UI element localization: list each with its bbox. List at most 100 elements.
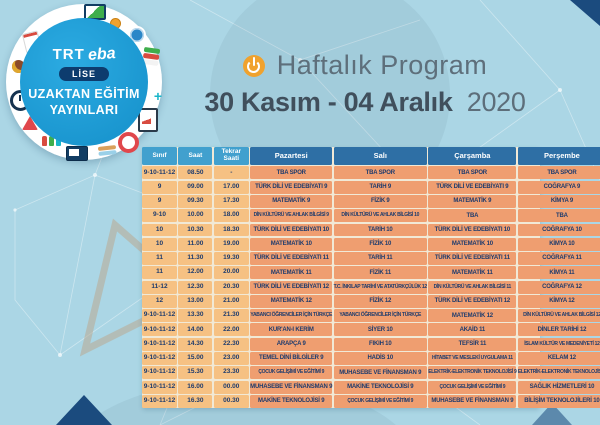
repeat-time-cell: 23.30 xyxy=(213,366,249,380)
repeat-time-cell: 23.00 xyxy=(213,352,249,365)
class-cell: 11 xyxy=(142,266,177,280)
brand-logo: TRT eba xyxy=(53,45,116,64)
program-cell: MATEMATİK 12 xyxy=(428,309,517,323)
time-cell: 10.00 xyxy=(178,209,213,223)
date-range: 30 Kasım - 04 Aralık xyxy=(204,87,453,117)
repeat-time-cell: 19.00 xyxy=(213,237,249,251)
column-header-pazartesi: Pazartesi xyxy=(250,147,333,165)
program-cell: KİMYA 12 xyxy=(517,294,600,308)
program-cell: COĞRAFYA 11 xyxy=(517,252,600,265)
class-cell: 9-10-11-12 xyxy=(142,366,177,380)
program-cell: TARİH 9 xyxy=(333,180,427,194)
program-cell: COĞRAFYA 12 xyxy=(517,280,600,294)
time-cell: 14.30 xyxy=(178,337,213,351)
repeat-time-cell: 20.30 xyxy=(213,280,249,294)
program-cell: DİN KÜLTÜRÜ VE AHLAK BİLGİSİ 10 xyxy=(333,209,427,223)
program-cell: HİTABET VE MESLEKİ UYGULAMA 11 xyxy=(428,352,517,365)
class-cell: 9-10-11-12 xyxy=(142,337,177,351)
repeat-time-cell: 22.00 xyxy=(213,323,249,337)
program-cell: TÜRK DİLİ VE EDEBİYATI 9 xyxy=(250,180,333,194)
program-cell: TBA SPOR xyxy=(428,166,517,180)
time-cell: 10.30 xyxy=(178,223,213,237)
program-cell: YABANCI ÖĞRENCİLER İÇİN TÜRKÇE xyxy=(250,309,332,323)
classroom-screen-icon xyxy=(66,146,88,161)
column-header-salı: Salı xyxy=(333,147,427,165)
corner-triangle-bottom-right xyxy=(532,403,572,425)
program-cell: FİZİK 11 xyxy=(333,266,427,280)
class-cell: 9-10-11-12 xyxy=(142,323,177,337)
program-cell: KİMYA 11 xyxy=(517,266,600,280)
program-cell: TBA xyxy=(428,209,517,223)
page-title: Haftalık Program xyxy=(276,50,488,80)
program-cell: TARİH 10 xyxy=(333,223,427,237)
repeat-time-cell: 17.30 xyxy=(213,194,249,208)
class-cell: 9 xyxy=(142,194,177,208)
badge-line-1: UZAKTAN EĞİTİM xyxy=(28,86,140,101)
program-cell: ELEKTRİK-ELEKTRONİK TEKNOLOJİSİ 9 xyxy=(428,366,517,380)
column-header-saat: Saat xyxy=(178,147,213,165)
program-cell: MATEMATİK 10 xyxy=(250,237,333,251)
badge-line-2: YAYINLARI xyxy=(49,102,119,117)
program-cell: TÜRK DİLİ VE EDEBİYATI 10 xyxy=(428,223,517,237)
class-cell: 9-10-11-12 xyxy=(142,394,177,408)
repeat-time-cell: 17.00 xyxy=(213,180,249,194)
donut-chart-icon xyxy=(118,132,139,153)
program-cell: YABANCI ÖĞRENCİLER İÇİN TÜRKÇE xyxy=(333,309,427,323)
program-cell: COĞRAFYA 10 xyxy=(517,223,600,237)
class-cell: 9-10-11-12 xyxy=(142,166,177,180)
class-cell: 9-10-11-12 xyxy=(142,352,177,365)
repeat-time-cell: 21.00 xyxy=(213,294,249,308)
program-cell: TEMEL DİNİ BİLGİLER 9 xyxy=(250,352,333,365)
class-cell: 9-10-11-12 xyxy=(142,380,177,394)
program-cell: ARAPÇA 9 xyxy=(250,337,333,351)
column-header-sinif: Sınıf xyxy=(142,147,177,165)
program-cell: T.C. İNKILAP TARİHİ VE ATATÜRKÇÜLÜK 12 xyxy=(333,280,427,294)
program-cell: BİLİŞİM TEKNOLOJİLERİ 10 xyxy=(517,394,600,408)
plus-icon: + xyxy=(153,88,163,104)
program-cell: TBA SPOR xyxy=(250,166,333,180)
program-cell: TÜRK DİLİ VE EDEBİYATI 11 xyxy=(250,252,333,265)
repeat-time-cell: - xyxy=(213,166,249,180)
program-cell: KUR'AN-I KERİM xyxy=(250,323,333,337)
program-cell: ÇOCUK GELİŞİMİ VE EĞİTİMİ 9 xyxy=(428,380,517,394)
program-cell: MATEMATİK 10 xyxy=(428,237,517,251)
date-year: 2020 xyxy=(466,87,526,117)
program-cell: FİZİK 10 xyxy=(333,237,427,251)
repeat-time-cell: 18.00 xyxy=(213,209,249,223)
program-cell: AKAİD 11 xyxy=(428,323,517,337)
program-cell: SAĞLIK HİZMETLERİ 10 xyxy=(517,380,600,394)
program-cell: DİN KÜLTÜRÜ VE AHLAK BİLGİSİ 12 xyxy=(517,309,600,323)
class-cell: 9-10-11-12 xyxy=(142,309,177,323)
program-cell: MATEMATİK 9 xyxy=(250,194,333,208)
class-cell: 11 xyxy=(142,252,177,265)
time-cell: 09.30 xyxy=(178,194,213,208)
program-cell: TÜRK DİLİ VE EDEBİYATI 12 xyxy=(250,280,333,294)
program-cell: TARİH 11 xyxy=(333,252,427,265)
program-cell: DİN KÜLTÜRÜ VE AHLAK BİLGİSİ 9 xyxy=(250,209,333,223)
program-cell: TÜRK DİLİ VE EDEBİYATI 11 xyxy=(428,252,517,265)
repeat-time-cell: 21.30 xyxy=(213,309,249,323)
class-cell: 10 xyxy=(142,237,177,251)
time-cell: 15.30 xyxy=(178,366,213,380)
time-cell: 16.00 xyxy=(178,380,213,394)
time-cell: 11.30 xyxy=(178,252,213,265)
repeat-time-cell: 00.00 xyxy=(213,380,249,394)
time-cell: 08.50 xyxy=(178,166,213,180)
class-cell: 11-12 xyxy=(142,280,177,294)
program-cell: FIKIH 10 xyxy=(333,337,427,351)
program-cell: MATEMATİK 11 xyxy=(250,266,333,280)
program-cell: ELEKTRİK-ELEKTRONİK TEKNOLOJİSİ 9 xyxy=(517,366,600,380)
time-cell: 14.00 xyxy=(178,323,213,337)
tablet-chart-icon xyxy=(138,108,158,132)
program-cell: MATEMATİK 12 xyxy=(250,294,333,308)
program-cell: TBA xyxy=(517,209,600,223)
trt-eba-lise-badge: + TRT eba LİSE UZAKTAN EĞİTİM YAYINLARI xyxy=(6,4,163,161)
repeat-time-cell: 22.30 xyxy=(213,337,249,351)
repeat-time-cell: 00.30 xyxy=(213,394,249,408)
class-cell: 12 xyxy=(142,294,177,308)
program-cell: KİMYA 9 xyxy=(517,194,600,208)
program-cell: DİN KÜLTÜRÜ VE AHLAK BİLGİSİ 11 xyxy=(428,280,517,294)
class-cell: 9 xyxy=(142,180,177,194)
repeat-time-cell: 18.30 xyxy=(213,223,249,237)
